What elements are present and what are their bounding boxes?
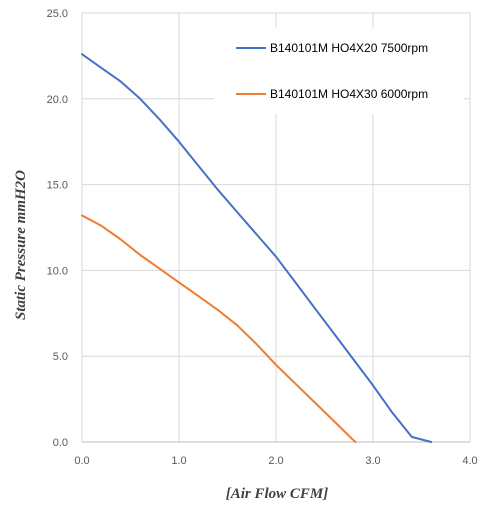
x-tick-label: 1.0 [171, 455, 186, 467]
legend-background [214, 28, 464, 114]
x-tick-label: 4.0 [462, 455, 477, 467]
x-tick-label: 3.0 [365, 455, 380, 467]
legend-label-series-1: B140101M HO4X20 7500rpm [270, 41, 428, 55]
y-tick-label: 5.0 [53, 351, 68, 363]
y-tick-label: 0.0 [53, 437, 68, 449]
y-axis-title: Static Pressure mmH2O [13, 170, 29, 320]
series-line-2 [81, 214, 357, 443]
tick-labels: 0.0 1.0 2.0 3.0 4.0 0.0 5.0 10.0 15.0 20.0 25.0 [47, 8, 478, 467]
x-axis-title: [Air Flow CFM] [226, 486, 329, 502]
y-tick-label: 10.0 [47, 265, 68, 277]
y-tick-label: 15.0 [47, 180, 68, 192]
series-lines [81, 53, 433, 443]
y-tick-label: 25.0 [47, 8, 68, 20]
x-tick-label: 2.0 [268, 455, 283, 467]
y-tick-label: 20.0 [47, 94, 68, 106]
legend: B140101M HO4X20 7500rpm B140101M HO4X30 … [214, 28, 464, 114]
x-tick-label: 0.0 [74, 455, 89, 467]
series-line-1 [81, 53, 433, 443]
legend-label-series-2: B140101M HO4X30 6000rpm [270, 87, 428, 101]
